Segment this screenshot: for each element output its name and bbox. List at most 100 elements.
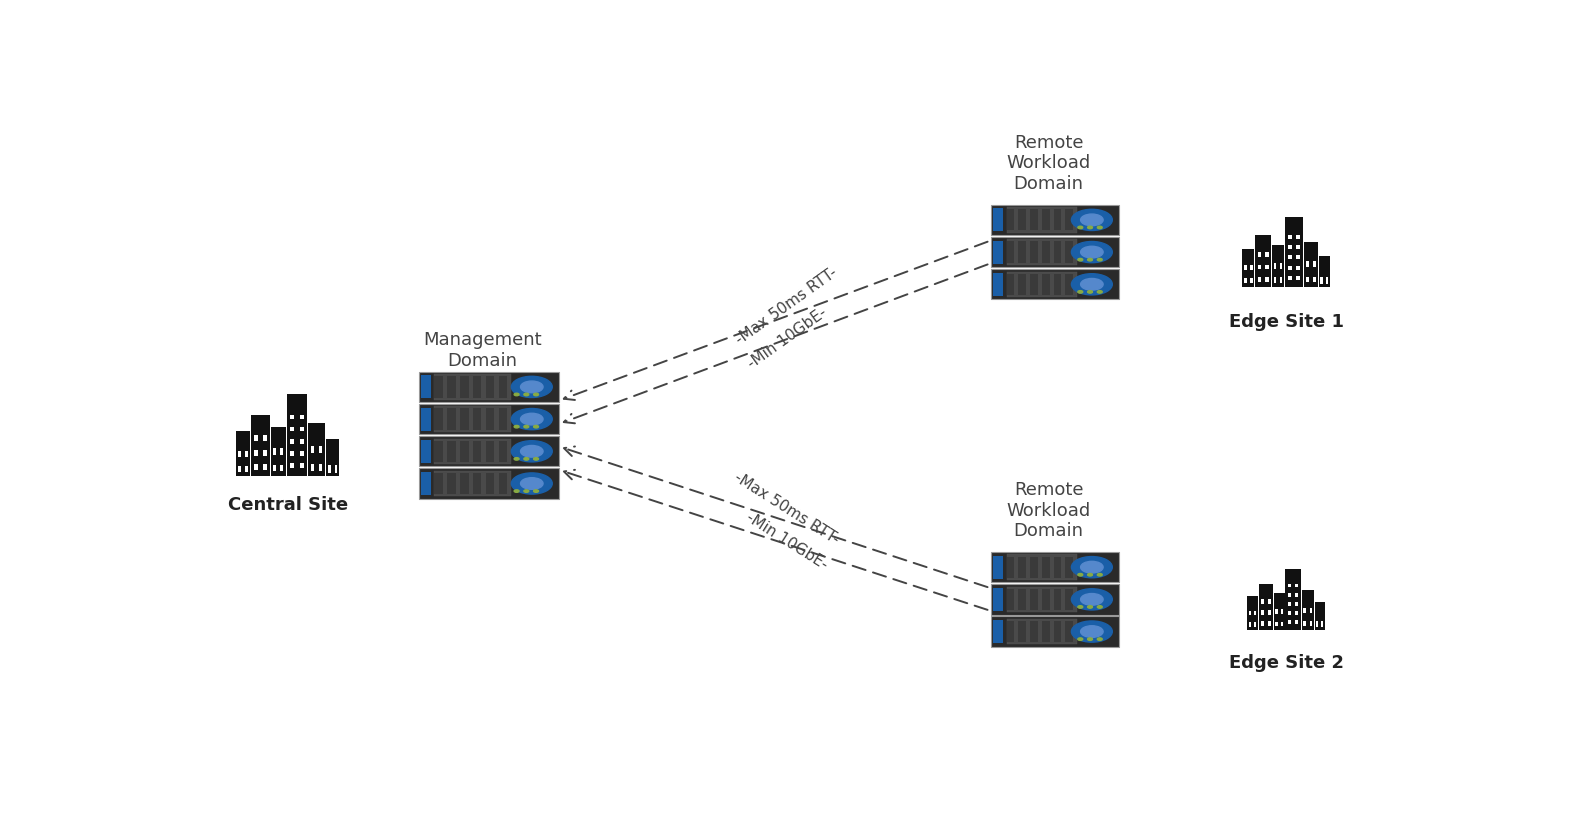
Bar bbox=[1007, 274, 1015, 296]
Bar bbox=[1258, 278, 1262, 283]
Bar bbox=[460, 409, 468, 430]
Bar bbox=[498, 473, 507, 495]
Circle shape bbox=[534, 491, 539, 493]
Bar bbox=[1254, 622, 1257, 627]
Bar bbox=[1258, 253, 1262, 258]
Circle shape bbox=[1087, 574, 1092, 577]
Bar bbox=[1042, 557, 1049, 578]
Text: -Min 10GbE-: -Min 10GbE- bbox=[745, 305, 829, 371]
Circle shape bbox=[1087, 227, 1092, 229]
Bar bbox=[1326, 278, 1329, 284]
Bar bbox=[1244, 266, 1246, 271]
Bar bbox=[435, 409, 443, 430]
Bar bbox=[236, 432, 250, 477]
Bar bbox=[1262, 622, 1265, 626]
Bar bbox=[1276, 622, 1277, 627]
Bar bbox=[1018, 274, 1026, 296]
Circle shape bbox=[1071, 621, 1112, 642]
FancyBboxPatch shape bbox=[991, 238, 1119, 268]
Bar bbox=[1304, 622, 1306, 627]
Circle shape bbox=[523, 394, 529, 396]
Bar bbox=[1295, 621, 1299, 624]
Bar bbox=[311, 464, 314, 471]
Bar bbox=[1268, 600, 1271, 604]
Bar bbox=[498, 441, 507, 463]
Circle shape bbox=[1071, 242, 1112, 264]
Bar bbox=[1031, 621, 1038, 642]
Text: -Max 50ms RTT-: -Max 50ms RTT- bbox=[732, 469, 842, 547]
Bar bbox=[1251, 279, 1252, 284]
Bar bbox=[498, 409, 507, 430]
Circle shape bbox=[520, 478, 544, 490]
Bar bbox=[1258, 265, 1262, 270]
Circle shape bbox=[520, 414, 544, 425]
FancyBboxPatch shape bbox=[418, 468, 559, 499]
Bar bbox=[280, 449, 283, 455]
Bar bbox=[1268, 622, 1271, 626]
Bar bbox=[1065, 274, 1073, 296]
Text: Management
Domain: Management Domain bbox=[423, 331, 542, 369]
Bar bbox=[1054, 210, 1062, 231]
Bar bbox=[1065, 242, 1073, 264]
Bar bbox=[1265, 265, 1269, 270]
Bar bbox=[421, 376, 430, 399]
Bar bbox=[1280, 278, 1282, 283]
Bar bbox=[1302, 590, 1313, 631]
Bar bbox=[473, 377, 481, 398]
Bar bbox=[1007, 208, 1078, 233]
Bar bbox=[1276, 609, 1277, 614]
Bar bbox=[435, 375, 512, 400]
Bar bbox=[1304, 608, 1306, 613]
Bar bbox=[1313, 278, 1315, 283]
Bar bbox=[1042, 589, 1049, 610]
Bar bbox=[264, 465, 267, 470]
Bar bbox=[1007, 587, 1078, 613]
Bar bbox=[1288, 235, 1291, 239]
Bar bbox=[993, 588, 1002, 611]
Bar bbox=[1274, 278, 1276, 283]
Bar bbox=[435, 473, 443, 495]
Text: -Min 10GbE-: -Min 10GbE- bbox=[743, 509, 831, 572]
Circle shape bbox=[520, 382, 544, 393]
Circle shape bbox=[534, 426, 539, 428]
Bar bbox=[448, 377, 456, 398]
Bar bbox=[1262, 611, 1265, 615]
Bar bbox=[1243, 249, 1254, 287]
FancyBboxPatch shape bbox=[418, 405, 559, 435]
FancyBboxPatch shape bbox=[418, 437, 559, 467]
Circle shape bbox=[1097, 574, 1103, 577]
Circle shape bbox=[1087, 292, 1092, 294]
Bar bbox=[1042, 274, 1049, 296]
Bar bbox=[1031, 589, 1038, 610]
Bar bbox=[1007, 554, 1078, 580]
Bar bbox=[1065, 621, 1073, 642]
Bar bbox=[1295, 603, 1299, 606]
Bar bbox=[1296, 266, 1301, 270]
Bar bbox=[264, 436, 267, 441]
Bar bbox=[448, 409, 456, 430]
Bar bbox=[1288, 593, 1291, 597]
Circle shape bbox=[511, 409, 553, 430]
Bar bbox=[245, 466, 248, 472]
Bar bbox=[300, 415, 305, 420]
Bar bbox=[1031, 242, 1038, 264]
Circle shape bbox=[1078, 638, 1082, 640]
Bar bbox=[289, 428, 294, 432]
Bar bbox=[435, 439, 512, 464]
Bar bbox=[498, 377, 507, 398]
Circle shape bbox=[1081, 626, 1103, 638]
Text: Edge Site 1: Edge Site 1 bbox=[1229, 313, 1343, 331]
Bar bbox=[245, 451, 248, 457]
Bar bbox=[1249, 611, 1251, 616]
Bar bbox=[1247, 596, 1258, 631]
Circle shape bbox=[1071, 557, 1112, 578]
Bar bbox=[435, 471, 512, 496]
Bar bbox=[286, 395, 308, 477]
Bar bbox=[1321, 622, 1323, 627]
Bar bbox=[1288, 584, 1291, 588]
Bar bbox=[273, 465, 276, 472]
Bar bbox=[1280, 609, 1284, 614]
Bar bbox=[1296, 235, 1301, 239]
Bar bbox=[1251, 266, 1252, 271]
Bar bbox=[1295, 593, 1299, 597]
